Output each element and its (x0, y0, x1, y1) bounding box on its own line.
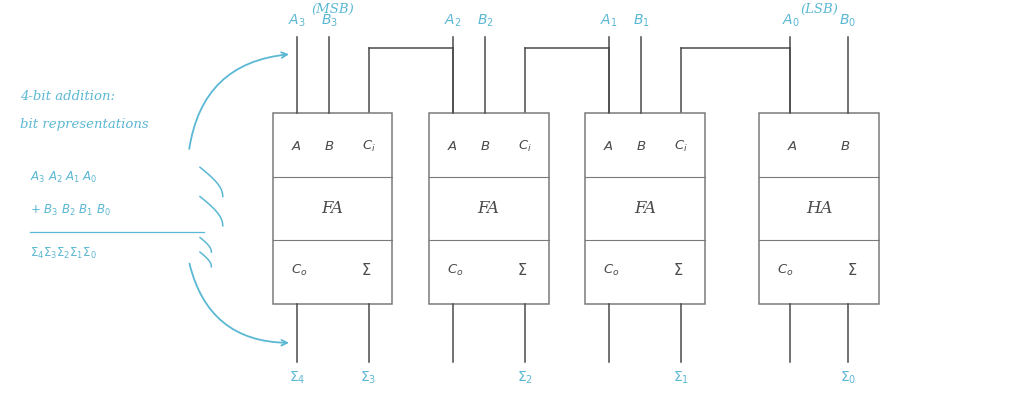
Text: FA: FA (634, 200, 655, 217)
Text: $\Sigma_1$: $\Sigma_1$ (673, 370, 689, 386)
Text: $\Sigma$: $\Sigma$ (361, 262, 371, 278)
Text: $B$: $B$ (636, 139, 646, 152)
Text: $+\ B_3\ B_2\ B_1\ B_0$: $+\ B_3\ B_2\ B_1\ B_0$ (29, 203, 111, 218)
Text: FA: FA (322, 200, 343, 217)
Text: $B$: $B$ (324, 139, 334, 152)
Text: $\Sigma$: $\Sigma$ (517, 262, 527, 278)
Text: $C_i$: $C_i$ (674, 139, 688, 154)
Bar (429, 113, 549, 304)
Text: $\Sigma_4$: $\Sigma_4$ (289, 370, 305, 386)
Text: $C_o$: $C_o$ (777, 263, 793, 278)
Text: $C_o$: $C_o$ (447, 263, 463, 278)
Text: $\Sigma_2$: $\Sigma_2$ (516, 370, 532, 386)
Text: $\Sigma$: $\Sigma$ (674, 262, 684, 278)
Text: FA: FA (478, 200, 500, 217)
Text: $B_2$: $B_2$ (477, 13, 494, 29)
Text: $B$: $B$ (480, 139, 491, 152)
Text: $A$: $A$ (787, 139, 799, 152)
Text: 4-bit addition:: 4-bit addition: (19, 90, 115, 103)
Text: $\Sigma_0$: $\Sigma_0$ (839, 370, 855, 386)
Text: HA: HA (806, 200, 832, 217)
Text: $A_2$: $A_2$ (444, 13, 461, 29)
Text: $C_i$: $C_i$ (518, 139, 531, 154)
Text: $C_o$: $C_o$ (604, 263, 620, 278)
Bar (759, 113, 879, 304)
Text: $\Sigma_3$: $\Sigma_3$ (361, 370, 377, 386)
Bar (273, 113, 392, 304)
Text: $A$: $A$ (292, 139, 303, 152)
Text: $C_o$: $C_o$ (291, 263, 308, 278)
Text: (LSB): (LSB) (801, 3, 838, 16)
Bar (585, 113, 704, 304)
Text: bit representations: bit representations (19, 118, 148, 131)
Text: (MSB): (MSB) (311, 3, 355, 16)
Text: $C_i$: $C_i$ (362, 139, 376, 154)
Text: $B_0$: $B_0$ (839, 13, 856, 29)
Text: $A_3$: $A_3$ (289, 13, 306, 29)
Text: $B_3$: $B_3$ (321, 13, 337, 29)
Text: $A_1$: $A_1$ (600, 13, 618, 29)
Text: $B$: $B$ (840, 139, 850, 152)
Text: $A$: $A$ (447, 139, 458, 152)
Text: $B_1$: $B_1$ (633, 13, 649, 29)
Text: $A_3\ A_2\ A_1\ A_0$: $A_3\ A_2\ A_1\ A_0$ (29, 169, 98, 184)
Text: $A$: $A$ (604, 139, 615, 152)
Text: $\Sigma_4\Sigma_3\Sigma_2\Sigma_1\Sigma_0$: $\Sigma_4\Sigma_3\Sigma_2\Sigma_1\Sigma_… (29, 246, 97, 261)
Text: $A_0$: $A_0$ (781, 13, 800, 29)
Text: $\Sigma$: $\Sigma$ (847, 262, 858, 278)
